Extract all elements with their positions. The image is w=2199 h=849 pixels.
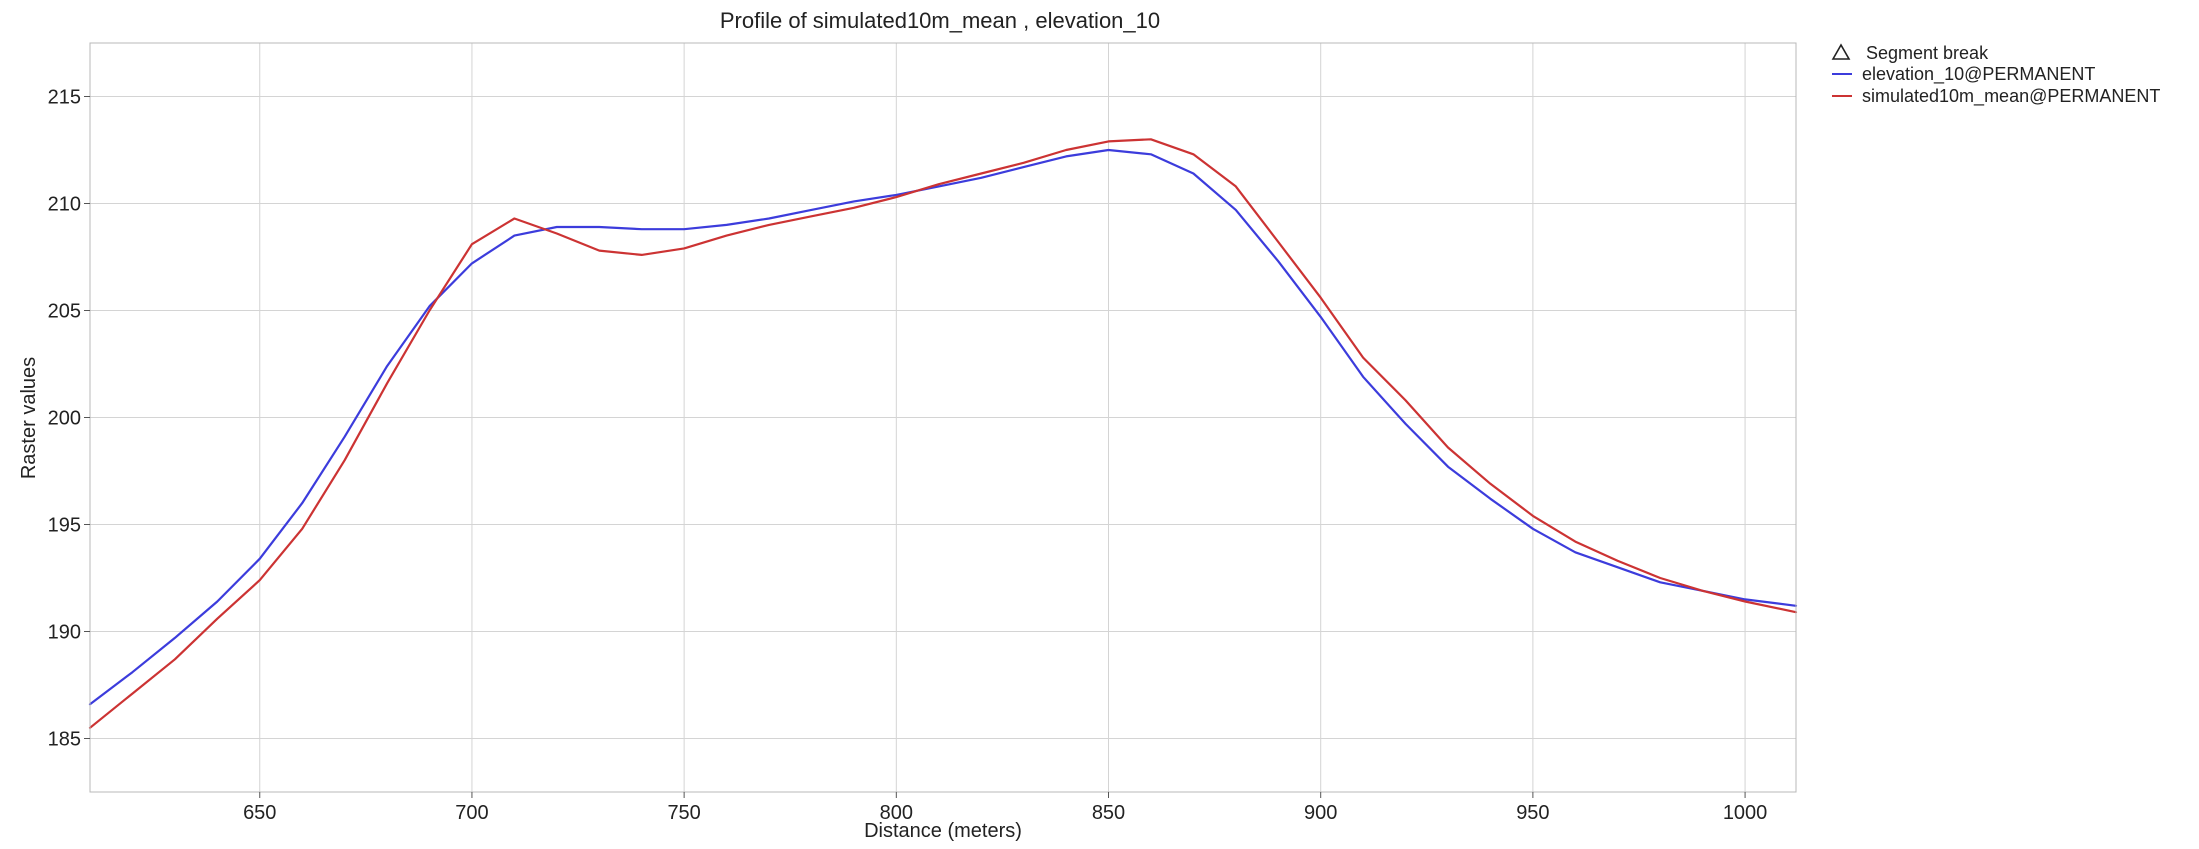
y-tick-label: 205 [48,301,81,323]
y-tick-label: 215 [48,87,81,109]
x-tick-label: 650 [243,802,276,824]
chart-title: Profile of simulated10m_mean , elevation… [720,8,1160,33]
x-tick-label: 700 [455,802,488,824]
tick-labels: 650 700 750 800 850 900 950 1000 185 190 195 200 205… [48,87,1768,825]
y-axis-label: Raster values [18,357,40,479]
x-tick-label: 900 [1304,802,1337,824]
x-tick-label: 750 [667,802,700,824]
x-axis-label: Distance (meters) [864,820,1022,842]
x-tick-label: 1000 [1723,802,1768,824]
segment-break-triangle-icon [1831,43,1851,60]
grid-lines [90,43,1796,792]
series-lines [88,138,1798,729]
y-tick-label: 210 [48,194,81,216]
series-line-simulated10m-mean [88,138,1798,729]
legend-segment-break-label: Segment break [1866,43,1989,63]
y-tick-label: 190 [48,622,81,644]
legend-label-elevation-10: elevation_10@PERMANENT [1862,64,2095,85]
legend-label-simulated10m-mean: simulated10m_mean@PERMANENT [1862,86,2160,107]
y-tick-label: 195 [48,515,81,537]
y-tick-label: 185 [48,729,81,751]
legend: Segment break elevation_10@PERMANENT sim… [1831,43,2160,107]
y-tick-label: 200 [48,408,81,430]
x-tick-label: 950 [1516,802,1549,824]
x-tick-label: 800 [880,802,913,824]
series-line-elevation-10 [88,148,1798,706]
x-tick-label: 850 [1092,802,1125,824]
